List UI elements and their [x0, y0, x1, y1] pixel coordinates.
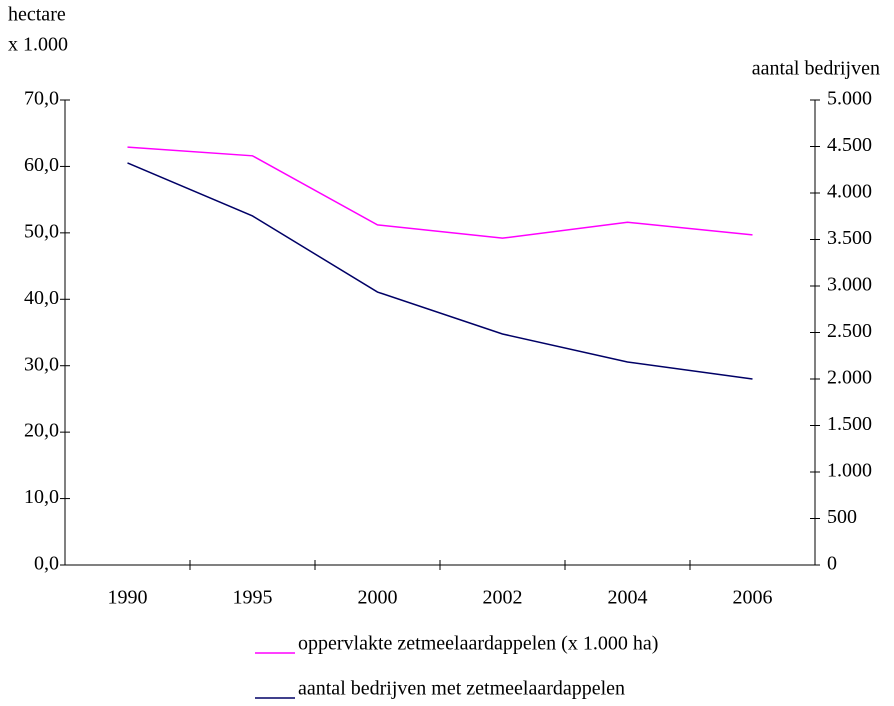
series-line — [127, 162, 753, 380]
y-tick-label: 70,0 — [24, 88, 59, 110]
y-tick-label: 60,0 — [24, 154, 59, 176]
y-tick-label: 0,0 — [34, 553, 59, 575]
y2-tick-label: 0 — [827, 553, 837, 575]
legend-label: oppervlakte zetmeelaardappelen (x 1.000 … — [298, 633, 658, 655]
y2-tick-label: 2.000 — [827, 367, 872, 389]
y-tick-label: 20,0 — [24, 420, 59, 442]
y-tick-label: 50,0 — [24, 220, 59, 242]
y2-tick-label: 4.000 — [827, 181, 872, 203]
x-tick-label: 2006 — [733, 587, 773, 609]
y-tick-label: 30,0 — [24, 353, 59, 375]
y2-axis-label: aantal bedrijven — [752, 58, 880, 80]
y-tick-label: 40,0 — [24, 287, 59, 309]
x-tick-label: 2000 — [358, 587, 398, 609]
y-axis-label: x 1.000 — [8, 34, 68, 56]
y2-tick-label: 500 — [827, 506, 857, 528]
y-axis-label: hectare — [8, 4, 66, 26]
y2-tick-label: 1.500 — [827, 413, 872, 435]
series-line — [127, 146, 753, 239]
x-tick-label: 1990 — [108, 587, 148, 609]
y2-tick-label: 5.000 — [827, 88, 872, 110]
legend-label: aantal bedrijven met zetmeelaardappelen — [298, 678, 625, 700]
y2-tick-label: 3.500 — [827, 227, 872, 249]
x-tick-label: 2004 — [608, 587, 648, 609]
x-tick-label: 2002 — [483, 587, 523, 609]
y2-tick-label: 3.000 — [827, 274, 872, 296]
y2-tick-label: 1.000 — [827, 460, 872, 482]
y2-tick-label: 4.500 — [827, 134, 872, 156]
y-tick-label: 10,0 — [24, 486, 59, 508]
y2-tick-label: 2.500 — [827, 320, 872, 342]
x-tick-label: 1995 — [233, 587, 273, 609]
